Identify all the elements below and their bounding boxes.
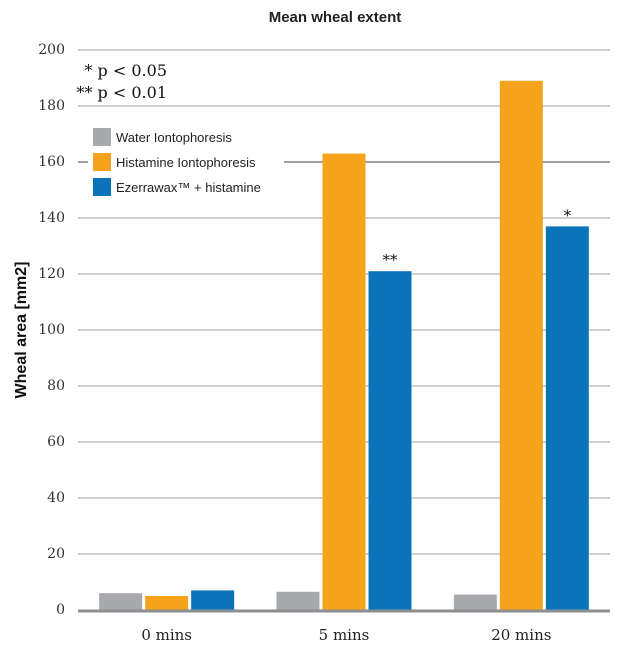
significance-mark-0: ** [383, 251, 399, 269]
significance-mark-1: * [564, 206, 572, 224]
significance-notes: * p < 0.05 ** p < 0.01 [76, 61, 167, 102]
y-tick-160: 160 [38, 154, 65, 170]
x-tick-1: 5 mins [319, 626, 370, 644]
bar-0-mins-series-1 [145, 596, 189, 610]
x-tick-2: 20 mins [491, 626, 551, 644]
bar-5-mins-series-2 [368, 271, 412, 610]
legend-label-1: Histamine Iontophoresis [116, 155, 256, 170]
y-tick-80: 80 [47, 378, 65, 394]
bar-5-mins-series-0 [276, 591, 320, 610]
y-axis-ticks: 0 20 40 60 80 100 120 140 160 180 200 [38, 42, 65, 618]
bar-20-mins-series-0 [453, 594, 497, 610]
bar-5-mins-series-1 [322, 153, 366, 610]
bar-20-mins-series-2 [545, 226, 589, 610]
y-tick-140: 140 [38, 210, 65, 226]
y-tick-40: 40 [47, 490, 65, 506]
significance-note-0: * p < 0.05 [84, 61, 167, 80]
bar-0-mins-series-0 [99, 593, 143, 610]
significance-marks: *** [383, 206, 572, 269]
x-axis-ticks: 0 mins 5 mins 20 mins [141, 626, 551, 644]
legend-label-0: Water Iontophoresis [116, 130, 232, 145]
legend-swatch-2 [93, 178, 111, 196]
legend-background [88, 124, 284, 204]
legend-label-2: Ezerrawax™ + histamine [116, 180, 261, 195]
y-tick-20: 20 [47, 546, 65, 562]
legend-swatch-1 [93, 153, 111, 171]
significance-note-1: ** p < 0.01 [76, 83, 167, 102]
legend-swatch-0 [93, 128, 111, 146]
chart-title: Mean wheal extent [269, 9, 402, 26]
y-tick-100: 100 [38, 322, 65, 338]
x-tick-0: 0 mins [141, 626, 192, 644]
y-tick-200: 200 [38, 42, 65, 58]
y-tick-0: 0 [56, 602, 65, 618]
y-tick-60: 60 [47, 434, 65, 450]
bar-20-mins-series-1 [499, 80, 543, 611]
y-tick-120: 120 [38, 266, 65, 282]
bars [99, 80, 589, 611]
y-axis-label: Wheal area [mm2] [13, 262, 30, 399]
bar-0-mins-series-2 [191, 590, 235, 610]
legend: Water Iontophoresis Histamine Iontophores… [88, 124, 284, 204]
y-tick-180: 180 [38, 98, 65, 114]
